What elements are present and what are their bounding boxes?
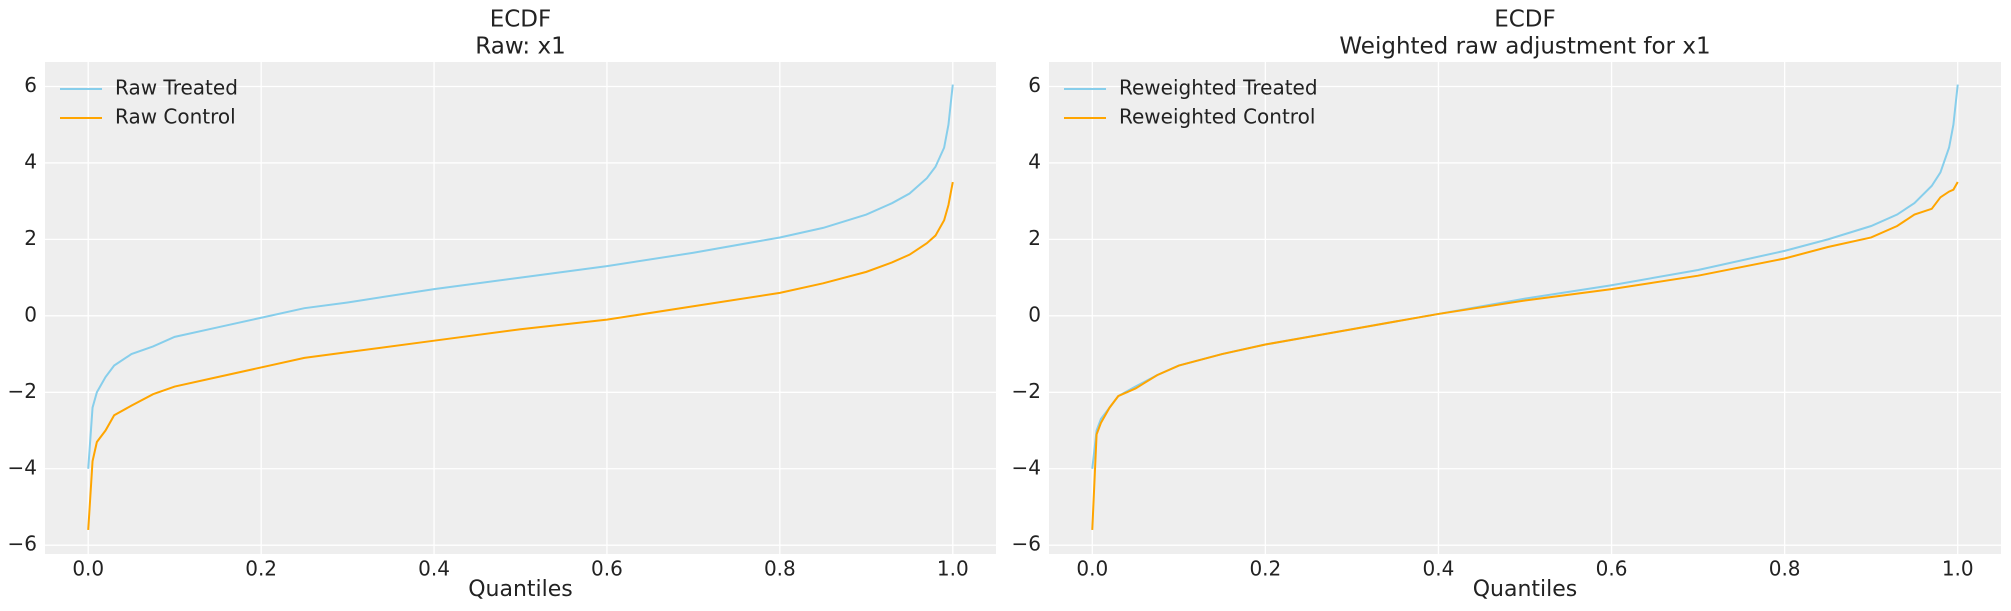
y-tick-label: 6: [1028, 73, 1041, 97]
x-tick-label: 0.0: [1076, 557, 1108, 581]
legend-label: Raw Control: [115, 105, 236, 129]
plot-area: [1049, 62, 2001, 554]
plot-area: [45, 62, 996, 554]
x-tick-label: 0.4: [1423, 557, 1455, 581]
y-tick-label: −2: [1012, 379, 1041, 403]
y-tick-label: −4: [8, 455, 37, 479]
y-tick-label: 4: [1028, 149, 1041, 173]
x-tick-label: 1.0: [937, 557, 969, 581]
y-tick-label: 4: [24, 149, 37, 173]
y-tick-label: 0: [1028, 302, 1041, 326]
x-tick-label: 0.2: [245, 557, 277, 581]
series-line: [1091, 181, 1959, 530]
chart-subtitle: Weighted raw adjustment for x1: [1339, 34, 1710, 60]
x-tick-label: 1.0: [1942, 557, 1974, 581]
y-tick-label: −4: [1012, 455, 1041, 479]
x-tick-label: 0.8: [764, 557, 796, 581]
legend-label: Raw Treated: [115, 76, 238, 100]
x-axis-label: Quantiles: [468, 577, 573, 602]
legend-label: Reweighted Control: [1119, 105, 1315, 129]
x-tick-label: 0.8: [1769, 557, 1801, 581]
y-tick-label: 2: [1028, 226, 1041, 250]
y-tick-label: 2: [24, 226, 37, 250]
x-tick-label: 0.6: [1596, 557, 1628, 581]
series-line: [87, 84, 954, 469]
x-axis-label: Quantiles: [1473, 577, 1578, 602]
y-tick-label: −2: [8, 379, 37, 403]
x-tick-label: 0.0: [72, 557, 104, 581]
chart-subtitle: Raw: x1: [475, 34, 565, 60]
y-tick-label: −6: [8, 532, 37, 556]
x-tick-label: 0.4: [418, 557, 450, 581]
chart-title: ECDF: [1494, 7, 1556, 33]
x-tick-label: 0.2: [1249, 557, 1281, 581]
y-tick-label: 0: [24, 302, 37, 326]
chart-title: ECDF: [490, 7, 552, 33]
y-tick-label: 6: [24, 73, 37, 97]
series-line: [87, 181, 954, 530]
legend-label: Reweighted Treated: [1119, 76, 1318, 100]
y-tick-label: −6: [1012, 532, 1041, 556]
x-tick-label: 0.6: [591, 557, 623, 581]
